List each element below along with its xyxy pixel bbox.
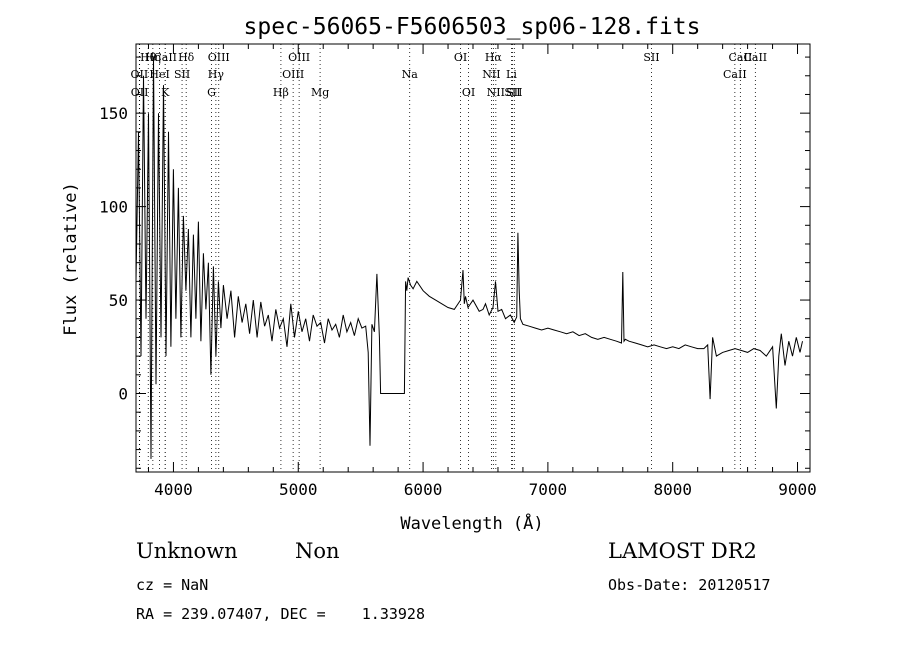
x-tick-label-3: 7000 — [529, 480, 568, 499]
subclass-label: Non — [295, 539, 340, 563]
line-label-15: Mg — [311, 86, 329, 99]
line-label-10: Hγ — [208, 68, 225, 81]
x-tick-label-0: 4000 — [154, 480, 193, 499]
line-label-12: Hβ — [273, 86, 289, 99]
y-tick-label-2: 100 — [99, 198, 128, 217]
line-label-6: K — [161, 86, 170, 99]
line-label-24: SII — [506, 86, 522, 99]
line-label-26: CaII — [729, 51, 753, 64]
obs-date-label: Obs-Date: 20120517 — [608, 576, 771, 594]
line-label-27: CaII — [723, 68, 747, 81]
line-label-22: Li — [506, 68, 517, 81]
y-tick-label-0: 0 — [118, 385, 128, 404]
coordinates-label: RA = 239.07407, DEC = 1.33928 — [136, 605, 425, 623]
line-label-13: OIII — [288, 51, 310, 64]
line-label-17: OI — [454, 51, 467, 64]
y-axis-label: Flux (relative) — [61, 182, 81, 336]
line-label-0: OII — [131, 68, 149, 81]
line-label-16: Na — [402, 68, 419, 81]
line-label-14: OIII — [282, 68, 304, 81]
line-label-28: CaII — [743, 51, 767, 64]
class-label: Unknown — [136, 539, 238, 563]
survey-label: LAMOST DR2 — [608, 539, 757, 563]
line-label-1: OII — [131, 86, 149, 99]
x-axis-label: Wavelength (Å) — [400, 512, 543, 534]
x-tick-label-5: 9000 — [778, 480, 817, 499]
x-tick-label-4: 8000 — [653, 480, 692, 499]
line-label-18: OI — [462, 86, 475, 99]
spectrum-line — [135, 57, 803, 459]
line-label-21: NII — [487, 86, 505, 99]
chart-title: spec-56065-F5606503_sp06-128.fits — [244, 14, 701, 40]
line-label-20: NII — [482, 68, 500, 81]
x-tick-label-2: 6000 — [404, 480, 443, 499]
line-label-9: OIII — [208, 51, 230, 64]
line-label-11: G — [207, 86, 216, 99]
line-label-8: Hδ — [178, 51, 195, 64]
emission-line-markers — [138, 44, 756, 472]
line-label-25: SII — [643, 51, 659, 64]
line-label-7: SII — [174, 68, 190, 81]
redshift-label: cz = NaN — [136, 576, 209, 594]
y-tick-label-1: 50 — [109, 291, 128, 310]
line-label-23: SII — [504, 86, 520, 99]
plot-axes: 4000 5000 6000 7000 8000 9000 0 50 100 150 — [99, 43, 817, 499]
x-tick-label-1: 5000 — [279, 480, 318, 499]
y-tick-label-3: 150 — [99, 104, 128, 123]
line-label-5: CaII — [153, 51, 177, 64]
line-label-4: HeI — [149, 68, 169, 81]
line-label-19: Hα — [485, 51, 503, 64]
line-label-3: Hη — [145, 51, 161, 64]
line-label-2: Hθ — [140, 51, 157, 64]
plot-frame — [135, 43, 811, 473]
